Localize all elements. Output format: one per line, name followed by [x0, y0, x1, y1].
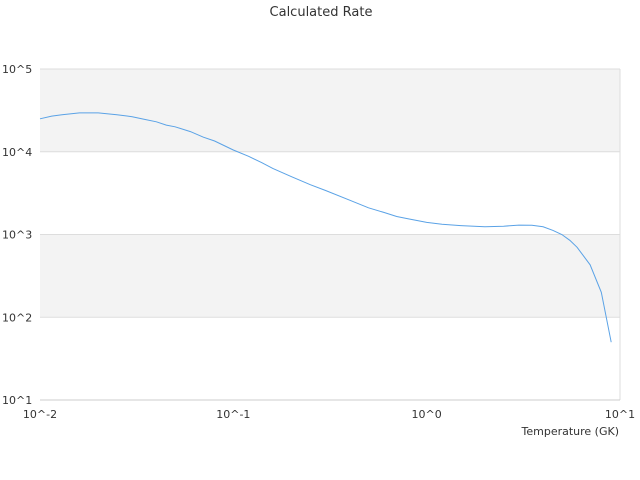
x-tick-label: 10^0	[412, 408, 442, 421]
y-tick-labels: 10^1 10^2 10^3 10^4 10^5	[2, 63, 32, 407]
chart-title: Calculated Rate	[270, 5, 373, 20]
plot-band	[40, 234, 620, 318]
y-tick-label: 10^2	[2, 311, 32, 324]
x-tick-label: 10^1	[605, 408, 635, 421]
plot-bands	[40, 69, 620, 400]
y-tick-label: 10^1	[2, 394, 32, 407]
x-tick-label: 10^-1	[216, 408, 250, 421]
x-tick-labels: 10^-2 10^-1 10^0 10^1	[23, 408, 635, 421]
plot-band	[40, 69, 620, 152]
plot-band	[40, 317, 620, 400]
y-tick-label: 10^4	[2, 146, 32, 159]
y-tick-label: 10^3	[2, 229, 32, 242]
rate-series-line	[39, 112, 612, 343]
plot-band	[40, 151, 620, 235]
x-tick-label: 10^-2	[23, 408, 57, 421]
y-tick-label: 10^5	[2, 63, 32, 76]
x-axis-title: Temperature (GK)	[521, 425, 620, 438]
